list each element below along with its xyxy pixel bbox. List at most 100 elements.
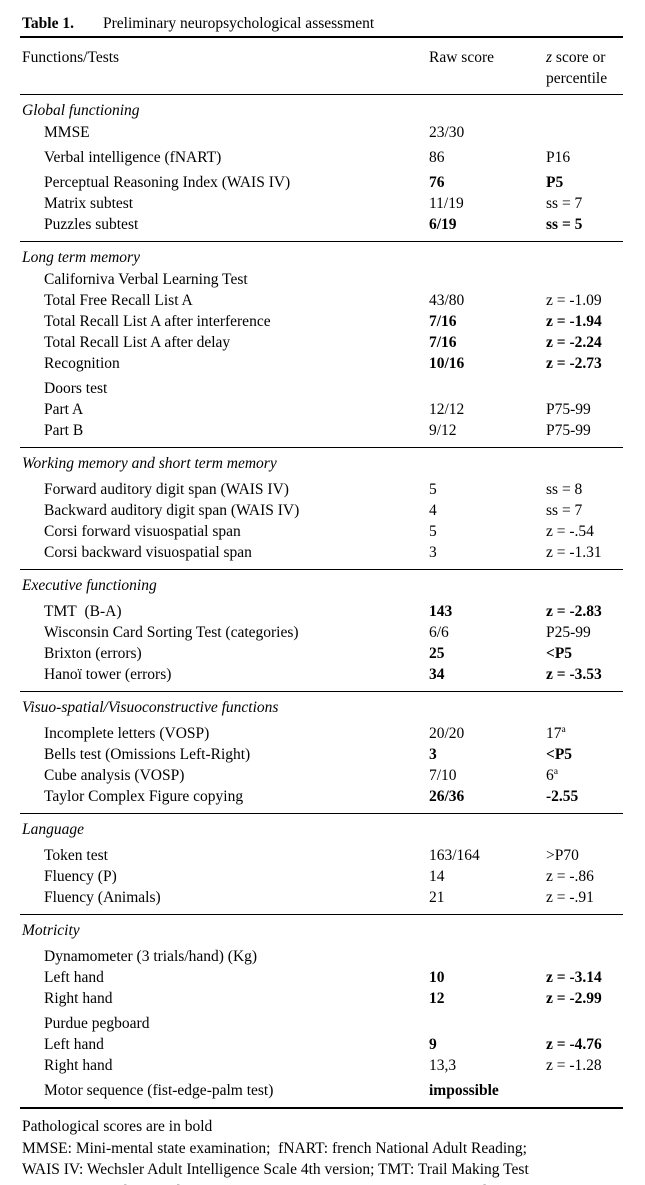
footnote-line: WAIS IV: Wechsler Adult Intelligence Sca… [22,1161,529,1178]
row-label: Forward auditory digit span (WAIS IV) [44,481,289,498]
raw-score-value: 6/19 [429,216,457,233]
table-caption: Table 1. Preliminary neuropsychological a… [20,13,623,34]
table-row: Wisconsin Card Sorting Test (categories)… [20,622,623,643]
table-row: Californiva Verbal Learning Test [20,269,623,290]
row-label: Total Recall List A after interference [44,313,271,330]
z-score-value: <P5 [546,746,573,763]
z-score-value: z = -.54 [546,523,594,540]
row-label: Recognition [44,355,120,372]
z-score-value: 6a [546,765,559,784]
row-label: TMT (B-A) [44,603,122,620]
raw-score-value: impossible [429,1082,499,1099]
row-label: Californiva Verbal Learning Test [44,271,248,288]
z-score-value [546,1080,623,1101]
raw-score-value [429,378,546,399]
row-label: Right hand [44,1057,113,1074]
z-score-value: ss = 7 [546,502,583,519]
table-row: TMT (B-A) 143 z = -2.83 [20,601,623,622]
row-label: Perceptual Reasoning Index (WAIS IV) [44,174,291,191]
row-label: Left hand [44,1036,104,1053]
raw-score-value: 7/10 [429,767,457,784]
raw-score-value [429,1013,546,1034]
section-title: Motricity [22,922,80,939]
table-section: Motricity Dynamometer (3 trials/hand) (Kg… [20,914,623,1107]
table-row: Forward auditory digit span (WAIS IV) 5 ss… [20,479,623,500]
table-row: Puzzles subtest 6/19 ss = 5 [20,214,623,235]
table-section: Working memory and short term memory Forw… [20,447,623,569]
table-row: Recognition 10/16 z = -2.73 [20,353,623,374]
row-label: Left hand [44,969,104,986]
table-row: Left hand 10 z = -3.14 [20,967,623,988]
raw-score-value: 12 [429,990,445,1007]
table-row: Purdue pegboard [20,1013,623,1034]
raw-score-value: 76 [429,174,445,191]
table-row: Token test 163/164 >P70 [20,845,623,866]
table-caption-label: Table 1. [22,15,74,32]
table-row: Dynamometer (3 trials/hand) (Kg) [20,946,623,967]
row-label: Wisconsin Card Sorting Test (categories) [44,624,299,641]
raw-score-value: 43/80 [429,292,465,309]
section-title: Executive functioning [22,577,157,594]
z-score-value: P25-99 [546,624,591,641]
table-row: Part B 9/12 P75-99 [20,420,623,441]
z-score-value: <P5 [546,645,573,662]
row-label: Incomplete letters (VOSP) [44,725,210,742]
table-row: Hanoï tower (errors) 34 z = -3.53 [20,664,623,685]
z-score-value: z = -.86 [546,868,594,885]
table-section: Long term memory Californiva Verbal Learn… [20,241,623,447]
row-label: Bells test (Omissions Left-Right) [44,746,251,763]
table-row: Fluency (P) 14 z = -.86 [20,866,623,887]
z-italic: z [546,49,553,66]
raw-score-value [429,269,546,290]
raw-score-value: 12/12 [429,401,465,418]
table-body: Global functioning MMSE 23/30 Verbal intell… [20,95,623,1109]
raw-score-value: 143 [429,603,453,620]
z-score-value: z = -1.09 [546,292,602,309]
table-section: Executive functioning TMT (B-A) 143 z = -2.… [20,569,623,691]
table-row: Corsi backward visuospatial span 3 z = -1.… [20,542,623,563]
raw-score-value: 10/16 [429,355,465,372]
table-row: Matrix subtest 11/19 ss = 7 [20,193,623,214]
table-row: Cube analysis (VOSP) 7/10 6a [20,765,623,786]
z-score-value [546,269,623,290]
row-label: Right hand [44,990,113,1007]
table-caption-text: Preliminary neuropsychological assessmen… [103,15,375,32]
z-score-value: z = -3.53 [546,666,602,683]
z-score-value: P75-99 [546,422,591,439]
section-title: Language [22,821,84,838]
row-label: Taylor Complex Figure copying [44,788,244,805]
z-score-value: P16 [546,149,571,166]
z-score-value: P5 [546,174,564,191]
row-label: Matrix subtest [44,195,134,212]
z-score-value: 17a [546,723,566,742]
table-row: Doors test [20,378,623,399]
row-label: Purdue pegboard [44,1015,150,1032]
z-score-value: z = -2.24 [546,334,602,351]
z-score-value: P75-99 [546,401,591,418]
table-row: Right hand 13,3 z = -1.28 [20,1055,623,1076]
section-title: Long term memory [22,249,140,266]
raw-score-value: 25 [429,645,445,662]
z-score-value: >P70 [546,847,579,864]
z-score-value [546,1013,623,1034]
row-label: Corsi backward visuospatial span [44,544,252,561]
z-score-value [546,378,623,399]
row-label: Total Recall List A after delay [44,334,231,351]
raw-score-value: 7/16 [429,334,457,351]
z-score-value: z = -1.31 [546,544,602,561]
z-score-value: z = -2.73 [546,355,602,372]
table-row: Corsi forward visuospatial span 5 z = -.54 [20,521,623,542]
row-label: Fluency (Animals) [44,889,161,906]
row-label: Total Free Recall List A [44,292,193,309]
raw-score-value: 26/36 [429,788,465,805]
raw-score-value: 20/20 [429,725,465,742]
raw-score-value: 163/164 [429,847,480,864]
raw-score-value: 14 [429,868,445,885]
z-score-value: ss = 7 [546,195,583,212]
raw-score-value: 5 [429,481,437,498]
raw-score-value: 23/30 [429,124,465,141]
z-score-value: z = -1.94 [546,313,602,330]
section-title: Working memory and short term memory [22,455,277,472]
table-row: Motor sequence (fist-edge-palm test) impo… [20,1080,623,1101]
